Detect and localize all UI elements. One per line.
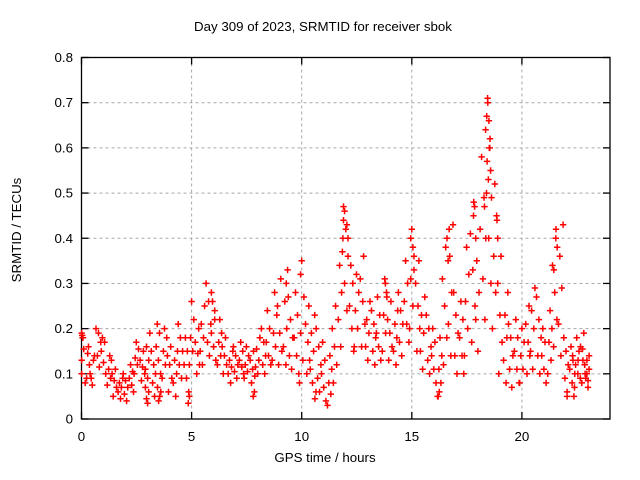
scatter-points [78, 95, 593, 409]
scatter-markers [78, 95, 593, 409]
plot-border [80, 56, 611, 420]
y-tick-label: 0.1 [55, 366, 74, 381]
x-tick-label: 20 [515, 429, 530, 444]
x-tick-label: 15 [404, 429, 419, 444]
axis-tick-labels: 0 5 10 15 20 0 0.1 0.2 0.3 0.4 0.5 0.6 0.7 0.8 [55, 50, 530, 444]
y-axis-label: SRMTID / TECUs [9, 177, 24, 282]
x-tick-label: 10 [294, 429, 309, 444]
y-tick-label: 0 [66, 412, 73, 427]
x-tick-label: 0 [78, 429, 85, 444]
x-axis-label: GPS time / hours [274, 450, 376, 465]
chart-title: Day 309 of 2023, SRMTID for receiver sbo… [194, 19, 452, 34]
y-tick-label: 0.3 [55, 276, 74, 291]
axis-ticks [80, 56, 610, 420]
y-tick-label: 0.6 [55, 140, 74, 155]
y-tick-label: 0.7 [55, 95, 74, 110]
y-tick-label: 0.5 [55, 186, 74, 201]
y-tick-label: 0.4 [55, 231, 74, 246]
y-tick-label: 0.2 [55, 321, 74, 336]
x-tick-label: 5 [188, 429, 195, 444]
y-tick-label: 0.8 [55, 50, 74, 65]
